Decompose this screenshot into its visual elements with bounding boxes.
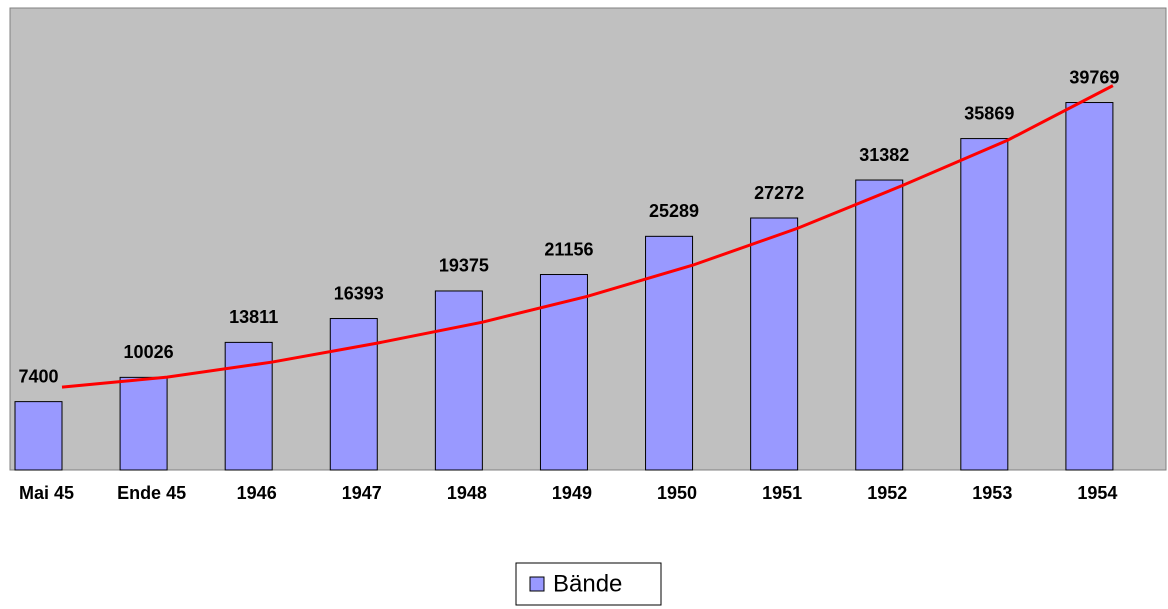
bar (14, 401, 63, 471)
x-tick-label: 1950 (657, 483, 697, 503)
x-tick-label: 1951 (762, 483, 802, 503)
bar (434, 290, 483, 471)
x-tick-label: 1948 (447, 483, 487, 503)
bar (750, 217, 799, 471)
data-label: 25289 (649, 201, 699, 221)
x-tick-label: 1947 (342, 483, 382, 503)
data-label: 39769 (1069, 67, 1119, 87)
data-label: 35869 (964, 103, 1014, 123)
bar (119, 376, 168, 471)
x-tick-label: 1946 (237, 483, 277, 503)
x-tick-label: 1954 (1077, 483, 1117, 503)
x-tick-label: Mai 45 (19, 483, 74, 503)
data-label: 19375 (439, 256, 489, 276)
bar (224, 341, 273, 471)
trend-line (61, 84, 1114, 389)
data-label: 31382 (859, 145, 909, 165)
bar (1065, 102, 1114, 471)
bar (539, 274, 588, 471)
legend-label: Bände (553, 570, 622, 597)
x-tick-label: 1952 (867, 483, 907, 503)
x-tick-label: 1953 (972, 483, 1012, 503)
bar (329, 318, 378, 471)
bar (960, 138, 1009, 471)
bar (855, 179, 904, 471)
data-label: 27272 (754, 183, 804, 203)
data-label: 21156 (544, 239, 593, 259)
x-tick-label: Ende 45 (117, 483, 186, 503)
x-tick-label: 1949 (552, 483, 592, 503)
legend-swatch (529, 576, 545, 592)
data-label: 16393 (334, 283, 384, 303)
data-label: 7400 (18, 366, 58, 386)
data-label: 13811 (229, 307, 278, 327)
legend: Bände (515, 562, 662, 606)
data-label: 10026 (124, 342, 174, 362)
